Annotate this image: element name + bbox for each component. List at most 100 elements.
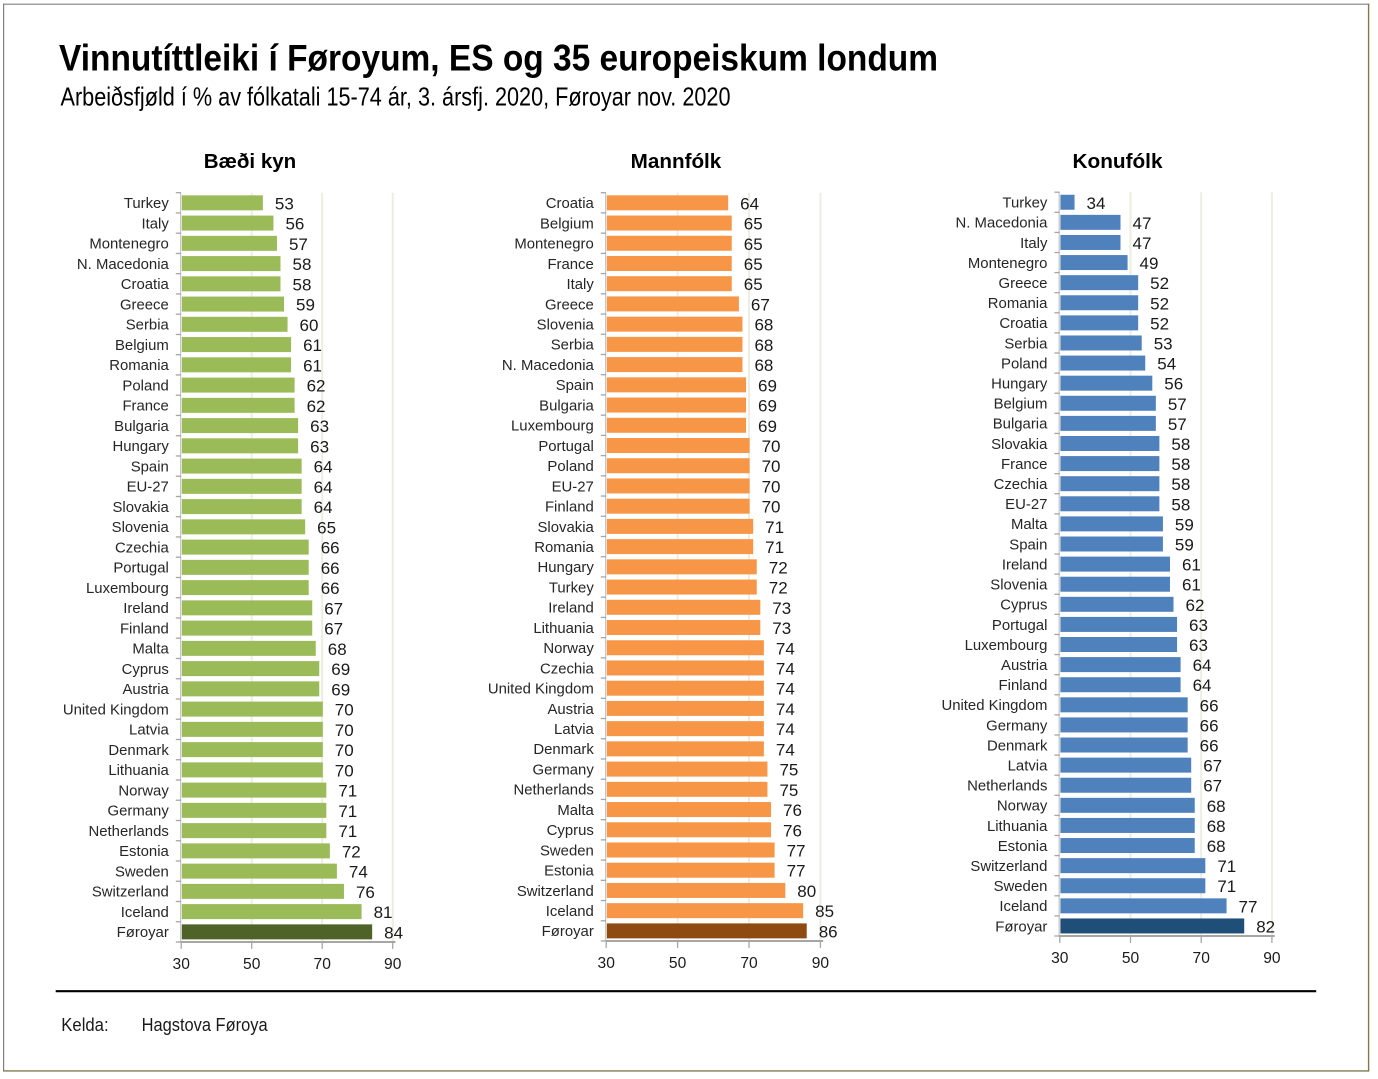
svg-text:66: 66 [321, 539, 340, 558]
svg-text:Sweden: Sweden [540, 843, 594, 859]
svg-text:Ireland: Ireland [548, 601, 594, 617]
svg-text:70: 70 [314, 956, 332, 973]
svg-text:63: 63 [1189, 636, 1208, 655]
svg-text:Føroyar: Føroyar [117, 925, 169, 941]
svg-text:75: 75 [779, 761, 798, 780]
svg-text:Austria: Austria [1001, 658, 1048, 674]
svg-text:74: 74 [349, 863, 368, 882]
svg-text:Iceland: Iceland [999, 899, 1047, 915]
svg-text:Italy: Italy [1020, 236, 1048, 252]
svg-text:56: 56 [1164, 375, 1183, 394]
svg-text:Poland: Poland [1001, 356, 1047, 372]
svg-text:Estonia: Estonia [544, 864, 594, 880]
svg-text:72: 72 [769, 558, 788, 577]
svg-text:Føroyar: Føroyar [995, 919, 1047, 935]
svg-text:63: 63 [310, 437, 329, 456]
svg-text:Greece: Greece [545, 297, 594, 313]
svg-text:68: 68 [754, 356, 773, 375]
svg-text:Mannfólk: Mannfólk [631, 151, 722, 173]
svg-text:Norway: Norway [118, 783, 169, 799]
svg-text:73: 73 [772, 599, 791, 618]
svg-text:69: 69 [331, 660, 350, 679]
svg-text:Netherlands: Netherlands [514, 783, 594, 799]
svg-text:58: 58 [293, 275, 312, 294]
svg-text:Italy: Italy [566, 277, 594, 293]
svg-text:Serbia: Serbia [1004, 336, 1048, 352]
svg-text:Austria: Austria [122, 682, 169, 698]
svg-text:Croatia: Croatia [121, 277, 170, 293]
svg-text:64: 64 [1193, 676, 1212, 695]
svg-text:Cyprus: Cyprus [122, 662, 169, 678]
svg-text:Cyprus: Cyprus [547, 823, 594, 839]
svg-text:68: 68 [754, 316, 773, 335]
svg-text:66: 66 [321, 579, 340, 598]
svg-text:52: 52 [1150, 274, 1169, 293]
svg-text:53: 53 [1154, 334, 1173, 353]
svg-text:Vinnutíttleiki í Føroyum, ES o: Vinnutíttleiki í Føroyum, ES og 35 europ… [59, 37, 938, 79]
svg-text:64: 64 [314, 498, 333, 517]
svg-text:Finland: Finland [545, 500, 594, 516]
svg-text:65: 65 [317, 518, 336, 537]
svg-text:70: 70 [762, 498, 781, 517]
svg-text:77: 77 [1239, 897, 1258, 916]
svg-text:62: 62 [307, 377, 326, 396]
svg-text:58: 58 [1171, 455, 1190, 474]
svg-text:65: 65 [744, 275, 763, 294]
svg-text:90: 90 [1263, 950, 1281, 967]
svg-text:86: 86 [819, 922, 838, 941]
svg-text:72: 72 [342, 842, 361, 861]
svg-text:71: 71 [338, 782, 357, 801]
svg-text:70: 70 [335, 721, 354, 740]
svg-text:Finland: Finland [999, 678, 1048, 694]
svg-text:Switzerland: Switzerland [970, 859, 1047, 875]
svg-text:Serbia: Serbia [551, 338, 595, 354]
svg-text:Germany: Germany [108, 804, 170, 820]
svg-text:68: 68 [754, 336, 773, 355]
svg-text:Romania: Romania [988, 296, 1048, 312]
svg-text:Denmark: Denmark [533, 742, 594, 758]
svg-text:Switzerland: Switzerland [517, 884, 594, 900]
svg-text:Portugal: Portugal [538, 439, 593, 455]
svg-text:82: 82 [1256, 917, 1275, 936]
svg-text:Latvia: Latvia [554, 722, 594, 738]
svg-text:Norway: Norway [997, 799, 1048, 815]
svg-text:Lithuania: Lithuania [987, 819, 1048, 835]
svg-text:70: 70 [740, 955, 758, 972]
svg-text:Montenegro: Montenegro [968, 256, 1047, 272]
svg-text:Austria: Austria [547, 702, 594, 718]
svg-text:Estonia: Estonia [998, 839, 1048, 855]
svg-text:84: 84 [384, 923, 403, 942]
svg-text:Lithuania: Lithuania [108, 763, 169, 779]
svg-text:Croatia: Croatia [999, 316, 1048, 332]
svg-text:Iceland: Iceland [121, 905, 169, 921]
svg-text:76: 76 [356, 883, 375, 902]
svg-text:63: 63 [310, 417, 329, 436]
svg-text:Poland: Poland [547, 459, 593, 475]
svg-text:74: 74 [776, 740, 795, 759]
svg-text:70: 70 [1193, 950, 1211, 967]
svg-text:Turkey: Turkey [124, 196, 170, 212]
svg-text:73: 73 [772, 619, 791, 638]
svg-text:Luxembourg: Luxembourg [511, 419, 594, 435]
svg-text:64: 64 [740, 194, 759, 213]
svg-text:EU-27: EU-27 [552, 479, 594, 495]
svg-text:67: 67 [324, 620, 343, 639]
svg-text:Netherlands: Netherlands [967, 779, 1047, 795]
svg-text:70: 70 [762, 477, 781, 496]
svg-text:72: 72 [769, 579, 788, 598]
svg-text:58: 58 [1171, 495, 1190, 514]
svg-text:61: 61 [303, 336, 322, 355]
svg-text:71: 71 [338, 802, 357, 821]
svg-text:Luxembourg: Luxembourg [965, 638, 1048, 654]
svg-text:Latvia: Latvia [129, 723, 169, 739]
svg-text:52: 52 [1150, 314, 1169, 333]
svg-text:65: 65 [744, 215, 763, 234]
svg-text:Arbeiðsfjøld í % av fólkatali: Arbeiðsfjøld í % av fólkatali 15-74 ár, … [61, 84, 731, 112]
svg-text:Italy: Italy [141, 216, 169, 232]
svg-text:Finland: Finland [120, 621, 169, 637]
svg-text:30: 30 [598, 955, 616, 972]
svg-text:71: 71 [1217, 857, 1236, 876]
svg-text:Germany: Germany [533, 762, 595, 778]
svg-text:Malta: Malta [557, 803, 594, 819]
svg-text:61: 61 [303, 356, 322, 375]
